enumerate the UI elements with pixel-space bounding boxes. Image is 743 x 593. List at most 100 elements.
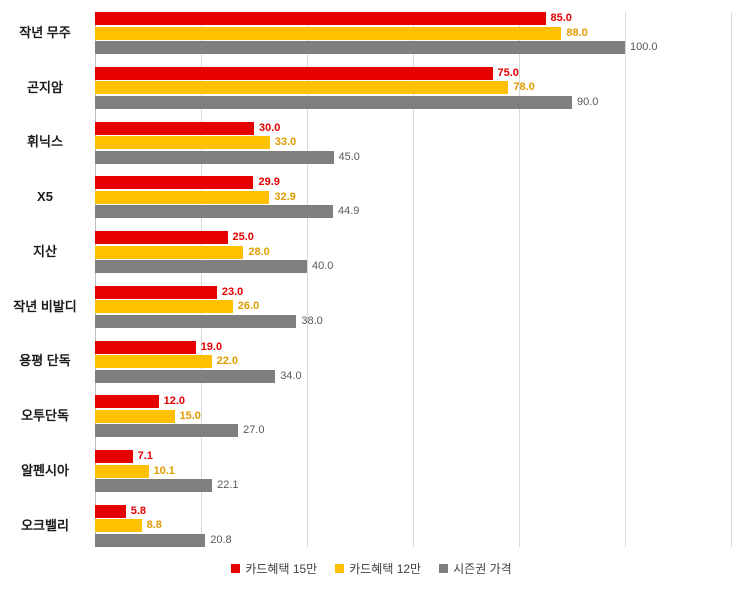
bar-line: 44.9 xyxy=(95,205,731,219)
category-label: 오크밸리 xyxy=(21,517,69,533)
bar xyxy=(95,190,270,204)
plot-area: 작년 무주 85.0 88.0 100.0 곤지암 75.0 78.0 90.0 휘닉스 30.0… xyxy=(13,12,732,547)
category-label: 곤지암 xyxy=(27,79,63,95)
bar-line: 10.1 xyxy=(95,464,731,478)
gridline xyxy=(625,12,626,547)
category-label: 알펜시아 xyxy=(21,462,69,478)
bar-line: 25.0 xyxy=(95,231,731,245)
value-label: 20.8 xyxy=(210,533,232,546)
value-label: 22.0 xyxy=(216,355,239,368)
bar-line: 19.0 xyxy=(95,340,731,354)
value-label: 88.0 xyxy=(566,26,588,39)
bar xyxy=(95,300,233,314)
bar xyxy=(95,479,213,493)
value-label: 23.0 xyxy=(221,285,244,298)
value-label: 30.0 xyxy=(259,121,281,134)
value-label: 38.0 xyxy=(301,314,323,327)
bar xyxy=(95,41,625,54)
bar xyxy=(95,314,297,328)
bar xyxy=(95,176,254,190)
category-label: 지산 xyxy=(33,243,57,259)
value-label: 90.0 xyxy=(577,95,599,108)
value-label: 27.0 xyxy=(243,424,265,437)
bar-line: 22.1 xyxy=(95,479,731,493)
value-label: 40.0 xyxy=(312,260,334,273)
value-label: 34.0 xyxy=(280,369,302,382)
bar-line: 75.0 xyxy=(95,66,731,80)
value-label: 22.1 xyxy=(217,479,239,492)
bar-line: 90.0 xyxy=(95,95,731,109)
gridline xyxy=(731,12,732,547)
legend: 카드혜택 15만 카드혜택 12만 시즌권 가격 xyxy=(0,560,743,577)
value-label: 44.9 xyxy=(337,205,360,218)
value-label: 75.0 xyxy=(497,66,519,79)
value-label: 25.0 xyxy=(232,231,254,244)
bar-line: 7.1 xyxy=(95,450,731,464)
bar-line: 5.8 xyxy=(95,504,731,518)
bar xyxy=(95,395,159,409)
bar-line: 30.0 xyxy=(95,121,731,135)
bar-group: 작년 비발디 23.0 26.0 38.0 xyxy=(13,285,731,328)
bar xyxy=(95,26,562,40)
bar-line: 23.0 xyxy=(95,285,731,299)
value-label: 45.0 xyxy=(338,150,360,163)
bar xyxy=(95,231,228,245)
bar-group: 알펜시아 7.1 10.1 22.1 xyxy=(21,450,731,493)
bar-group: 작년 무주 85.0 88.0 100.0 xyxy=(19,12,731,54)
bar-line: 28.0 xyxy=(95,245,731,259)
bar-group: 곤지암 75.0 78.0 90.0 xyxy=(27,66,731,109)
bar-line: 15.0 xyxy=(95,409,731,423)
legend-label-season: 시즌권 가격 xyxy=(453,562,512,576)
bar xyxy=(95,121,254,135)
bar-group: 오투단독 12.0 15.0 27.0 xyxy=(21,395,731,438)
bar xyxy=(95,409,175,423)
bar-line: 38.0 xyxy=(95,314,731,328)
bar xyxy=(95,450,133,464)
value-label: 15.0 xyxy=(179,409,201,422)
bar xyxy=(95,369,276,383)
bar-line: 22.0 xyxy=(95,355,731,369)
bar xyxy=(95,95,572,109)
bar-line: 20.8 xyxy=(95,533,731,547)
bar xyxy=(95,340,196,354)
legend-item-card15: 카드혜택 15만 xyxy=(231,560,317,577)
bar xyxy=(95,355,212,369)
bar xyxy=(95,205,333,219)
bar xyxy=(95,464,149,478)
category-label: 용평 단독 xyxy=(19,353,71,369)
bar xyxy=(95,81,509,95)
bar-line: 100.0 xyxy=(95,41,731,54)
legend-swatch-card15-icon xyxy=(231,564,241,573)
bar-group: X5 29.9 32.9 44.9 xyxy=(37,176,731,219)
value-label: 78.0 xyxy=(513,81,535,94)
legend-swatch-card12-icon xyxy=(335,564,345,573)
value-label: 29.9 xyxy=(258,176,280,189)
category-label: X5 xyxy=(37,189,53,205)
legend-swatch-season-icon xyxy=(439,564,449,573)
gridline xyxy=(201,12,202,547)
bar xyxy=(95,424,239,438)
value-label: 19.0 xyxy=(200,340,223,353)
value-label: 12.0 xyxy=(163,395,186,408)
category-label: 오투단독 xyxy=(21,408,69,424)
category-label: 작년 비발디 xyxy=(13,298,77,314)
value-label: 85.0 xyxy=(550,12,572,24)
bar xyxy=(95,150,334,164)
gridlines xyxy=(95,12,732,547)
bar xyxy=(95,285,217,299)
value-label: 8.8 xyxy=(146,519,162,532)
bar xyxy=(95,245,244,259)
bar-line: 78.0 xyxy=(95,81,731,95)
value-label: 33.0 xyxy=(274,136,297,149)
category-label: 작년 무주 xyxy=(19,24,71,40)
bar-line: 8.8 xyxy=(95,519,731,533)
bar-line: 26.0 xyxy=(95,300,731,314)
legend-label-card12: 카드혜택 12만 xyxy=(349,562,422,576)
bar xyxy=(95,136,270,150)
value-label: 32.9 xyxy=(274,190,296,203)
bar-line: 88.0 xyxy=(95,26,731,40)
bar-line: 32.9 xyxy=(95,190,731,204)
value-label: 26.0 xyxy=(237,300,260,313)
bar xyxy=(95,504,126,518)
